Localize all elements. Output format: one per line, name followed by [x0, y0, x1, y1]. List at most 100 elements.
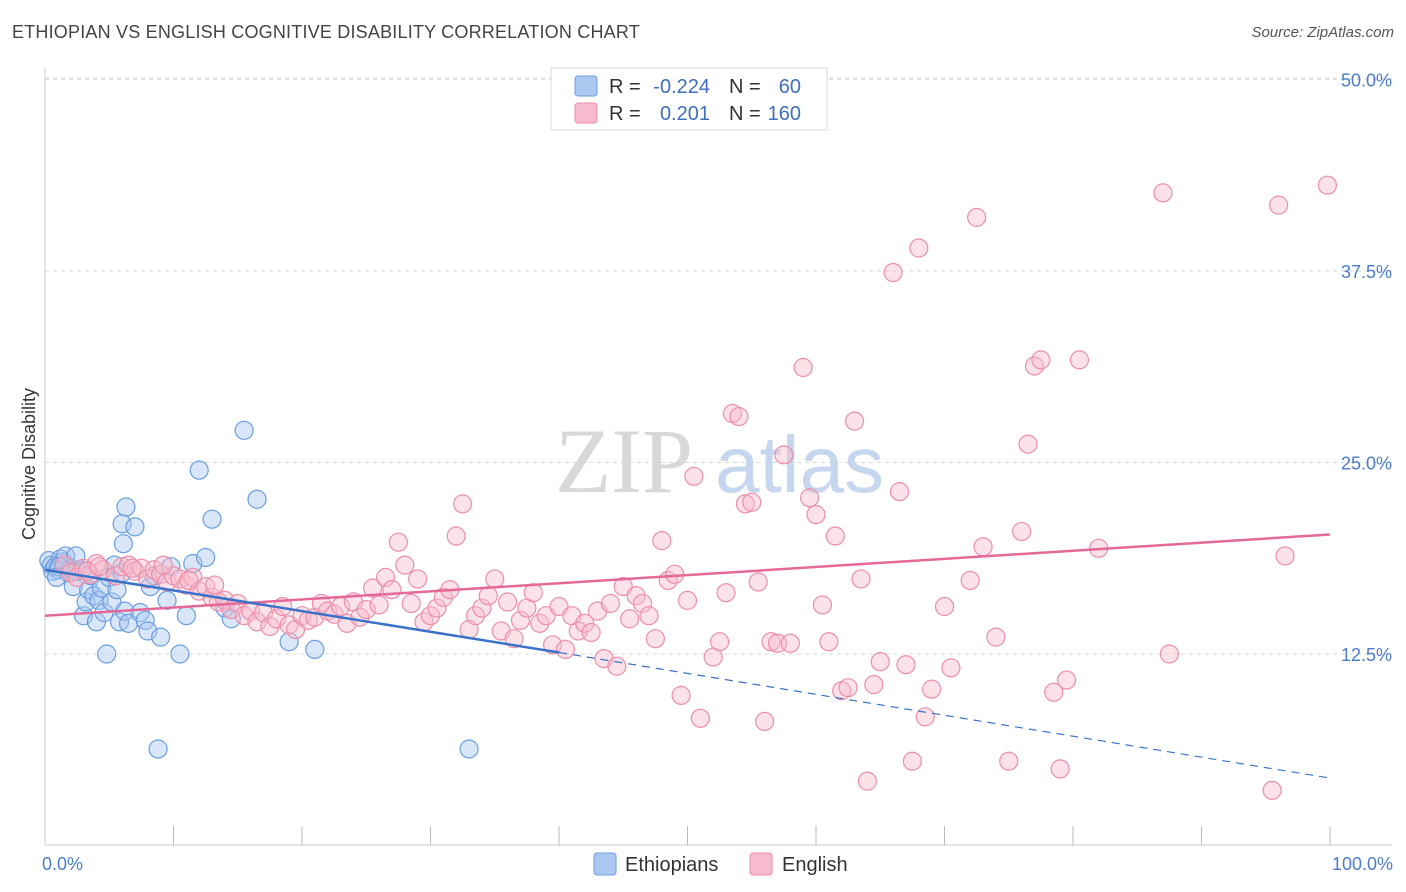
data-point-english: [369, 595, 389, 615]
data-point-english: [581, 622, 601, 643]
data-point-ethiopians: [279, 632, 299, 652]
data-point-ethiopians: [305, 639, 325, 660]
data-point-english: [909, 238, 929, 258]
data-point-english: [356, 599, 376, 620]
data-point-ethiopians: [116, 497, 136, 517]
data-point-english: [1011, 521, 1032, 542]
trend-line-english: [44, 533, 1331, 617]
data-point-english: [1050, 759, 1070, 779]
data-point-english: [420, 606, 441, 626]
data-point-english: [1275, 546, 1295, 566]
data-point-english: [934, 596, 955, 617]
data-point-english: [89, 557, 109, 577]
data-point-english: [857, 771, 878, 791]
data-point-english: [1153, 183, 1173, 203]
data-point-english: [639, 606, 659, 626]
data-point-ethiopians: [202, 509, 222, 529]
data-point-english: [375, 567, 396, 588]
legend: R = -0.224 N = 60 R = 0.201 N = 160: [550, 67, 828, 131]
data-point-english: [748, 572, 768, 592]
data-point-ethiopians: [113, 534, 133, 554]
data-point-english: [510, 610, 531, 630]
data-point-english: [205, 575, 225, 595]
data-point-english: [941, 658, 961, 678]
series-ethiopians: [39, 420, 479, 759]
y-tick-label: 25.0%: [1341, 454, 1392, 474]
trend-line-ethiopians-extension: [558, 651, 1331, 779]
x-tick-labels: 0.0% 100.0%: [42, 854, 1393, 874]
data-point-ethiopians: [234, 420, 254, 440]
watermark: ZIP atlas: [555, 410, 884, 512]
data-point-english: [716, 583, 736, 603]
data-point-english: [864, 675, 884, 695]
data-point-english: [472, 598, 492, 618]
data-point-english: [179, 570, 199, 591]
data-point-english: [530, 613, 550, 633]
data-point-english: [793, 357, 813, 378]
data-point-ethiopians: [97, 644, 117, 664]
data-point-english: [819, 632, 839, 652]
data-point-english: [401, 593, 421, 614]
data-point-english: [645, 629, 665, 649]
bottom-legend-label-english: English: [782, 854, 848, 876]
data-point-english: [902, 751, 922, 771]
data-point-ethiopians: [151, 627, 171, 647]
data-point-english: [851, 569, 871, 589]
y-axis-label: Cognitive Disability: [19, 388, 39, 540]
data-point-english: [1056, 670, 1077, 690]
data-point-english: [780, 633, 800, 653]
axes: [44, 68, 1392, 846]
legend-swatch-english: [574, 102, 598, 124]
data-point-english: [1159, 644, 1179, 664]
data-point-english: [999, 751, 1019, 771]
data-point-ethiopians: [459, 739, 479, 759]
legend-n-label: N =: [729, 76, 761, 98]
data-point-english: [388, 532, 408, 552]
data-point-english: [465, 606, 486, 626]
data-point-ethiopians: [247, 489, 267, 509]
bottom-legend-swatch-english: [749, 852, 773, 876]
legend-r-value: -0.224: [653, 76, 710, 98]
data-point-english: [498, 592, 518, 612]
data-point-english: [607, 656, 627, 676]
data-point-english: [1031, 350, 1051, 370]
data-point-english: [690, 708, 710, 728]
data-point-english: [478, 586, 498, 606]
data-point-english: [754, 711, 775, 732]
bottom-legend: Ethiopians English: [593, 852, 848, 876]
data-point-english: [677, 590, 698, 610]
data-point-ethiopians: [148, 739, 168, 759]
y-tick-labels: 12.5% 25.0% 37.5% 50.0%: [1341, 71, 1392, 666]
data-point-english: [1044, 682, 1064, 702]
y-tick-label: 12.5%: [1341, 645, 1392, 665]
data-point-english: [710, 632, 730, 652]
legend-r-label: R =: [609, 103, 641, 125]
data-point-english: [967, 207, 987, 227]
data-point-english: [632, 593, 653, 614]
data-point-english: [960, 570, 980, 591]
data-point-english: [446, 526, 466, 546]
data-point-english: [973, 537, 993, 557]
data-point-ethiopians: [196, 547, 216, 568]
chart-title: ETHIOPIAN VS ENGLISH COGNITIVE DISABILIT…: [12, 22, 640, 42]
data-point-english: [504, 629, 524, 649]
legend-n-value: 160: [768, 103, 801, 125]
legend-n-label: N =: [729, 103, 761, 125]
data-point-english: [626, 586, 646, 606]
data-point-english: [54, 555, 74, 575]
legend-r-label: R =: [609, 76, 641, 98]
data-point-english: [1262, 780, 1282, 800]
data-point-english: [433, 587, 453, 607]
legend-n-value: 60: [779, 76, 801, 98]
data-point-english: [761, 632, 781, 652]
data-point-english: [729, 406, 749, 427]
data-point-ethiopians: [125, 517, 145, 537]
data-point-english: [684, 466, 704, 486]
x-tick-label: 0.0%: [42, 854, 83, 874]
data-point-english: [671, 685, 691, 705]
data-point-english: [382, 580, 402, 600]
x-tick-label: 100.0%: [1332, 854, 1393, 874]
data-point-english: [1317, 175, 1338, 195]
data-point-english: [427, 598, 447, 618]
data-point-english: [542, 635, 563, 655]
